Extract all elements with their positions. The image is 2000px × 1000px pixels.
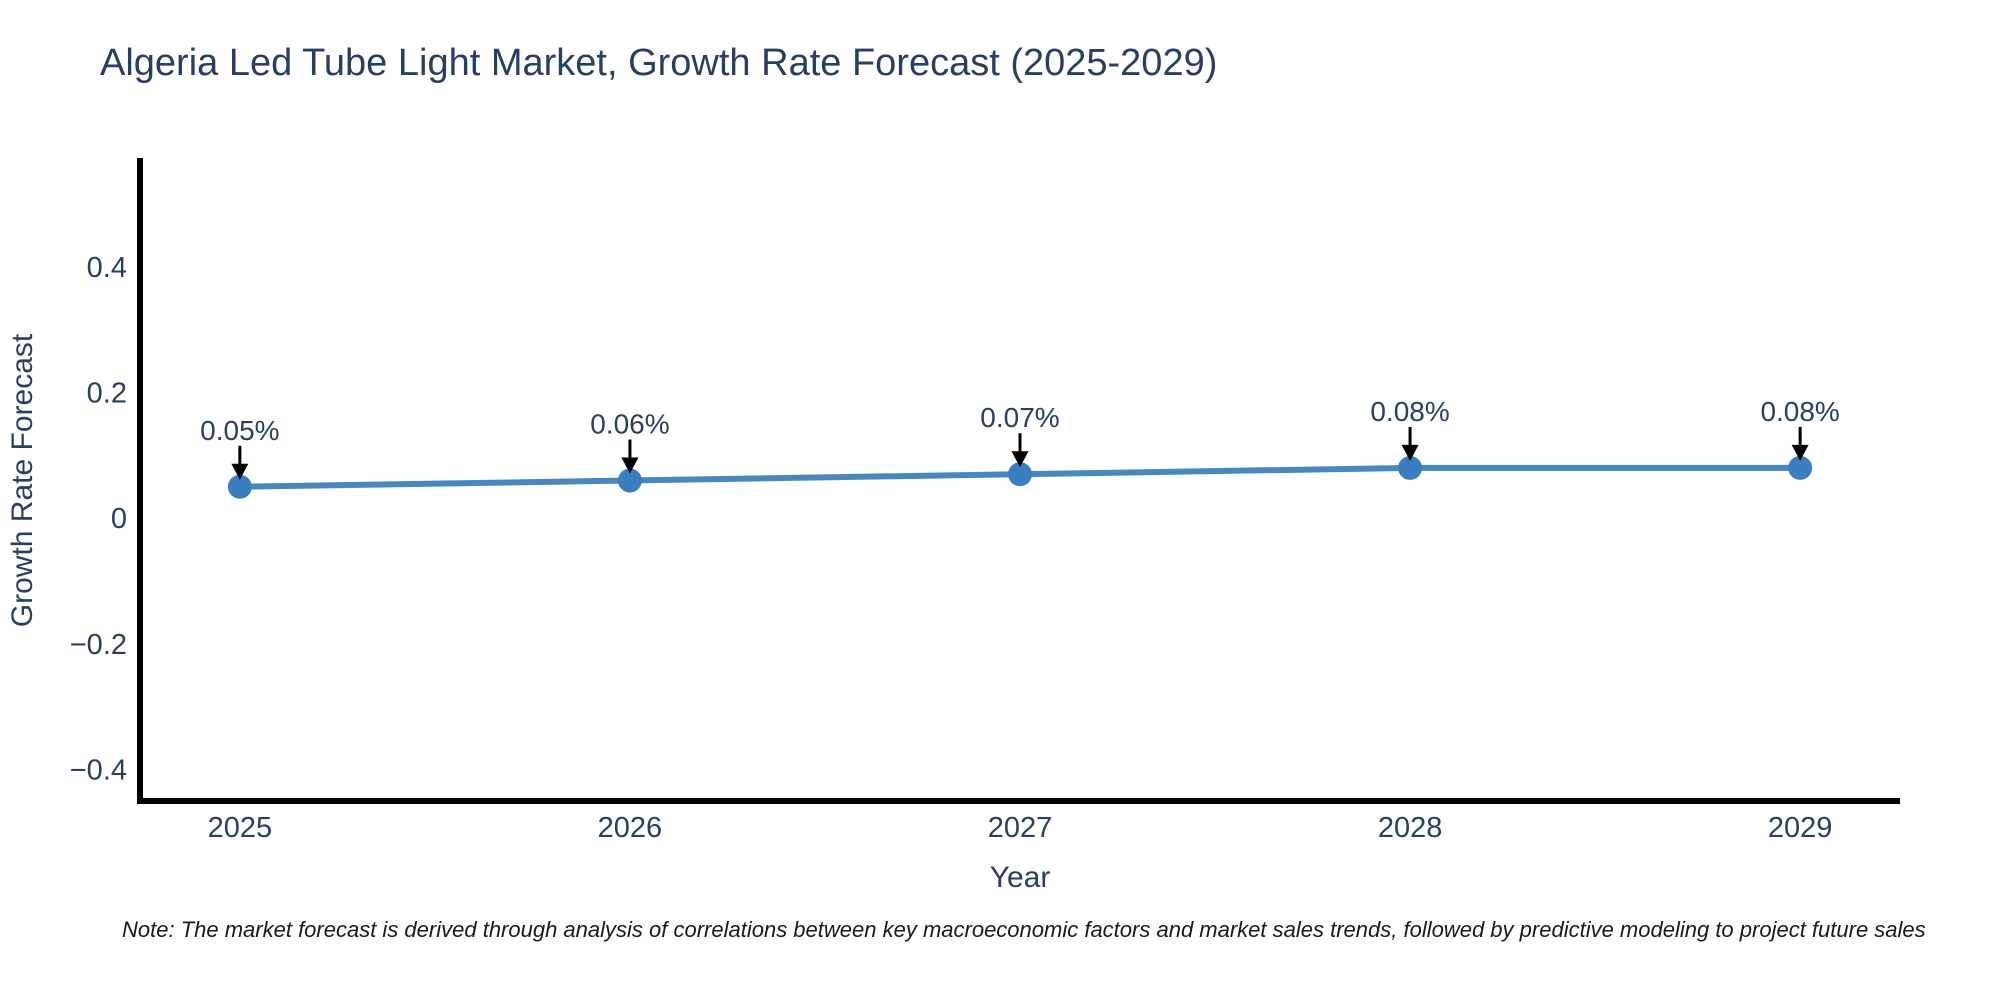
x-tick-label: 2028	[1378, 812, 1443, 844]
annotation-arrowhead	[1011, 451, 1029, 468]
data-point-marker[interactable]	[1788, 455, 1813, 480]
y-tick-label: 0.2	[87, 378, 127, 410]
data-point-marker[interactable]	[617, 468, 642, 493]
point-annotation-label: 0.08%	[1370, 396, 1449, 427]
axis-spines	[137, 158, 1900, 804]
chart-title: Algeria Led Tube Light Market, Growth Ra…	[100, 42, 1218, 84]
annotation-arrowhead	[1401, 444, 1419, 461]
annotation-arrowhead	[621, 457, 639, 474]
annotation-arrowhead	[231, 463, 249, 480]
x-tick-label: 2025	[208, 812, 273, 844]
x-tick-label: 2026	[598, 812, 663, 844]
footnote: Note: The market forecast is derived thr…	[122, 917, 1926, 942]
point-annotation-label: 0.05%	[200, 415, 279, 446]
data-series	[227, 455, 1813, 499]
y-tick-labels: 0.4 0.2 0 −0.2 −0.4	[70, 252, 127, 787]
point-annotation-label: 0.07%	[980, 402, 1059, 433]
x-tick-label: 2029	[1768, 812, 1833, 844]
y-tick-label: 0.4	[87, 252, 127, 284]
point-annotation-label: 0.06%	[590, 409, 669, 440]
point-annotation-label: 0.08%	[1760, 396, 1839, 427]
x-tick-labels: 2025 2026 2027 2028 2029	[208, 812, 1833, 844]
data-point-marker[interactable]	[227, 474, 252, 499]
y-tick-label: −0.2	[70, 629, 127, 661]
x-axis-title: Year	[990, 861, 1051, 894]
y-tick-label: −0.4	[70, 755, 127, 787]
x-tick-label: 2027	[988, 812, 1053, 844]
y-tick-label: 0	[111, 503, 127, 535]
axis-titles: Year Growth Rate Forecast	[6, 333, 1050, 894]
data-point-marker[interactable]	[1398, 455, 1423, 480]
data-point-marker[interactable]	[1008, 462, 1032, 487]
annotation-arrowhead	[1791, 444, 1809, 461]
point-annotations: 0.05% 0.06% 0.07% 0.08% 0.08%	[200, 396, 1840, 480]
y-axis-title: Growth Rate Forecast	[6, 333, 39, 627]
